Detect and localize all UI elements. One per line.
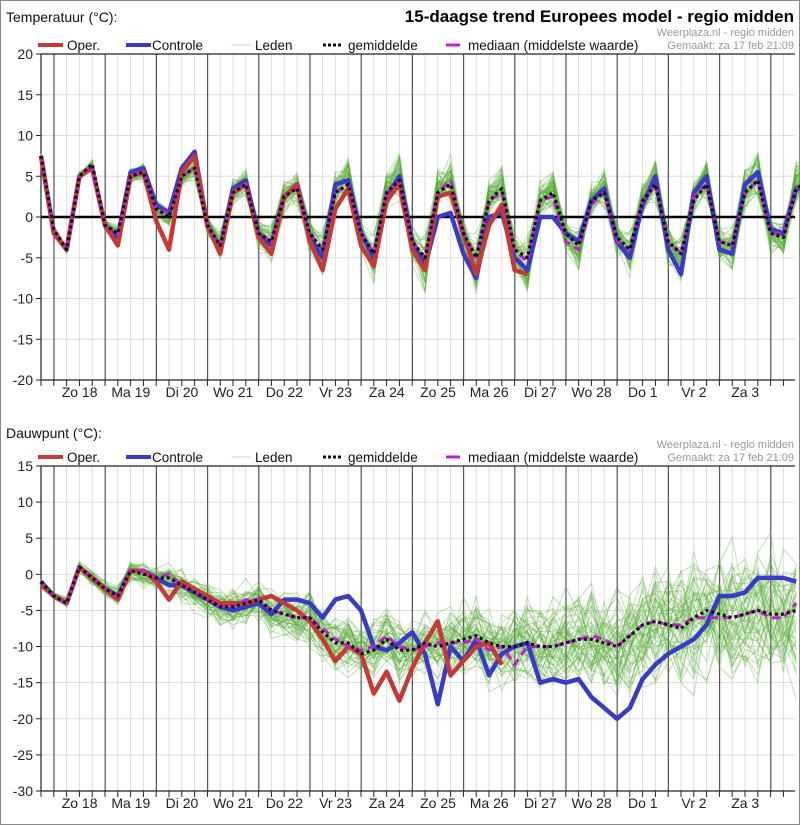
y-tick-label: 5 — [25, 168, 33, 184]
legend-oper-label: Oper. — [67, 38, 100, 53]
dew-series-mediaan — [39, 565, 798, 667]
credit-made-2: Gemaakt: za 17 feb 21:09 — [667, 452, 794, 464]
dew-panel-title: Dauwpunt (°C): — [6, 425, 102, 441]
y-tick-label: -10 — [13, 291, 33, 307]
legend2-oper-label: Oper. — [67, 450, 100, 465]
x-tick-label: Zo 25 — [420, 384, 456, 400]
x-tick-label: Za 24 — [369, 384, 405, 400]
x-tick-label: Za 24 — [369, 795, 405, 811]
ensemble-member-line — [40, 562, 797, 678]
legend-temp: Oper. Controle Leden gemiddelde mediaan … — [38, 38, 638, 53]
y-tick-label: -15 — [13, 675, 33, 691]
y-tick-label: 10 — [17, 128, 33, 144]
ensemble-member-line — [40, 562, 797, 689]
y-tick-label: -25 — [13, 747, 33, 763]
x-tick-label: Ma 19 — [111, 795, 150, 811]
page-title: 15-daagse trend Europees model - regio m… — [405, 7, 794, 26]
x-tick-label: Zo 25 — [420, 795, 456, 811]
y-tick-label: 10 — [17, 494, 33, 510]
y-tick-label: -30 — [13, 783, 33, 799]
legend-dew: Oper. Controle Leden gemiddelde mediaan … — [38, 450, 638, 465]
y-tick-label: -5 — [21, 602, 34, 618]
x-tick-label: Vr 23 — [319, 384, 352, 400]
y-tick-label: -15 — [13, 331, 33, 347]
x-tick-label: Zo 18 — [62, 795, 98, 811]
ensemble-member-line — [40, 562, 797, 687]
x-tick-label: Ma 19 — [111, 384, 150, 400]
dew-series-controle — [39, 564, 797, 722]
y-tick-label: -10 — [13, 639, 33, 655]
y-tick-label: 20 — [17, 46, 33, 62]
temp-series-mediaan — [39, 155, 800, 264]
credit-source-1: Weerplaza.nl - regio midden — [657, 27, 794, 39]
legend-controle-label: Controle — [152, 38, 203, 53]
x-tick-label: Wo 21 — [213, 384, 253, 400]
credit-made-1: Gemaakt: za 17 feb 21:09 — [667, 40, 794, 52]
y-tick-label: 5 — [25, 530, 33, 546]
x-tick-label: Ma 26 — [470, 795, 509, 811]
y-tick-label: 0 — [25, 566, 33, 582]
x-tick-label: Di 27 — [524, 795, 557, 811]
legend-leden-label: Leden — [255, 38, 293, 53]
x-tick-label: Zo 18 — [62, 384, 98, 400]
x-tick-label: Za 3 — [731, 795, 759, 811]
ensemble-member-line — [40, 567, 797, 685]
legend2-leden-label: Leden — [255, 450, 293, 465]
x-tick-label: Di 27 — [524, 384, 557, 400]
x-tick-label: Di 20 — [166, 384, 199, 400]
legend2-mediaan-label: mediaan (middelste waarde) — [468, 450, 638, 465]
dew-axes: 15 10 5 0 -5 -10 -15 -20 -25 -30 Zo 18 Ma 19 Di 20 Wo… — [13, 458, 795, 811]
y-tick-label: -5 — [21, 250, 34, 266]
temp-axes: 20 15 10 5 0 -5 -10 -15 -20 Zo 18 Ma 19 Di 20 Wo 21 D… — [13, 46, 795, 400]
temp-series-gemiddelde — [39, 155, 800, 260]
legend2-gemiddelde-label: gemiddelde — [348, 450, 418, 465]
x-tick-label: Wo 28 — [571, 795, 611, 811]
dew-plot — [39, 531, 798, 722]
x-tick-label: Do 1 — [628, 795, 658, 811]
x-tick-label: Vr 2 — [681, 384, 706, 400]
y-tick-label: -20 — [13, 711, 33, 727]
x-tick-label: Vr 23 — [319, 795, 352, 811]
x-tick-label: Do 22 — [266, 384, 304, 400]
legend-gemiddelde-label: gemiddelde — [348, 38, 418, 53]
ensemble-member-line — [40, 557, 797, 682]
y-tick-label: -20 — [13, 372, 33, 388]
x-tick-label: Ma 26 — [470, 384, 509, 400]
temp-panel-title: Temperatuur (°C): — [6, 9, 117, 25]
x-tick-label: Wo 21 — [213, 795, 253, 811]
ensemble-member-line — [40, 565, 797, 680]
legend2-controle-label: Controle — [152, 450, 203, 465]
y-tick-label: 15 — [17, 87, 33, 103]
x-tick-label: Do 22 — [266, 795, 304, 811]
x-tick-label: Di 20 — [166, 795, 199, 811]
x-tick-label: Do 1 — [628, 384, 658, 400]
temp-plot — [38, 149, 800, 295]
dew-series-gemiddelde — [39, 565, 797, 656]
x-tick-label: Za 3 — [731, 384, 759, 400]
credit-source-2: Weerplaza.nl - regio midden — [657, 439, 794, 451]
y-tick-label: 0 — [25, 209, 33, 225]
y-tick-label: 15 — [17, 458, 33, 474]
x-tick-label: Vr 2 — [681, 795, 706, 811]
legend-mediaan-label: mediaan (middelste waarde) — [468, 38, 638, 53]
x-tick-label: Wo 28 — [571, 384, 611, 400]
